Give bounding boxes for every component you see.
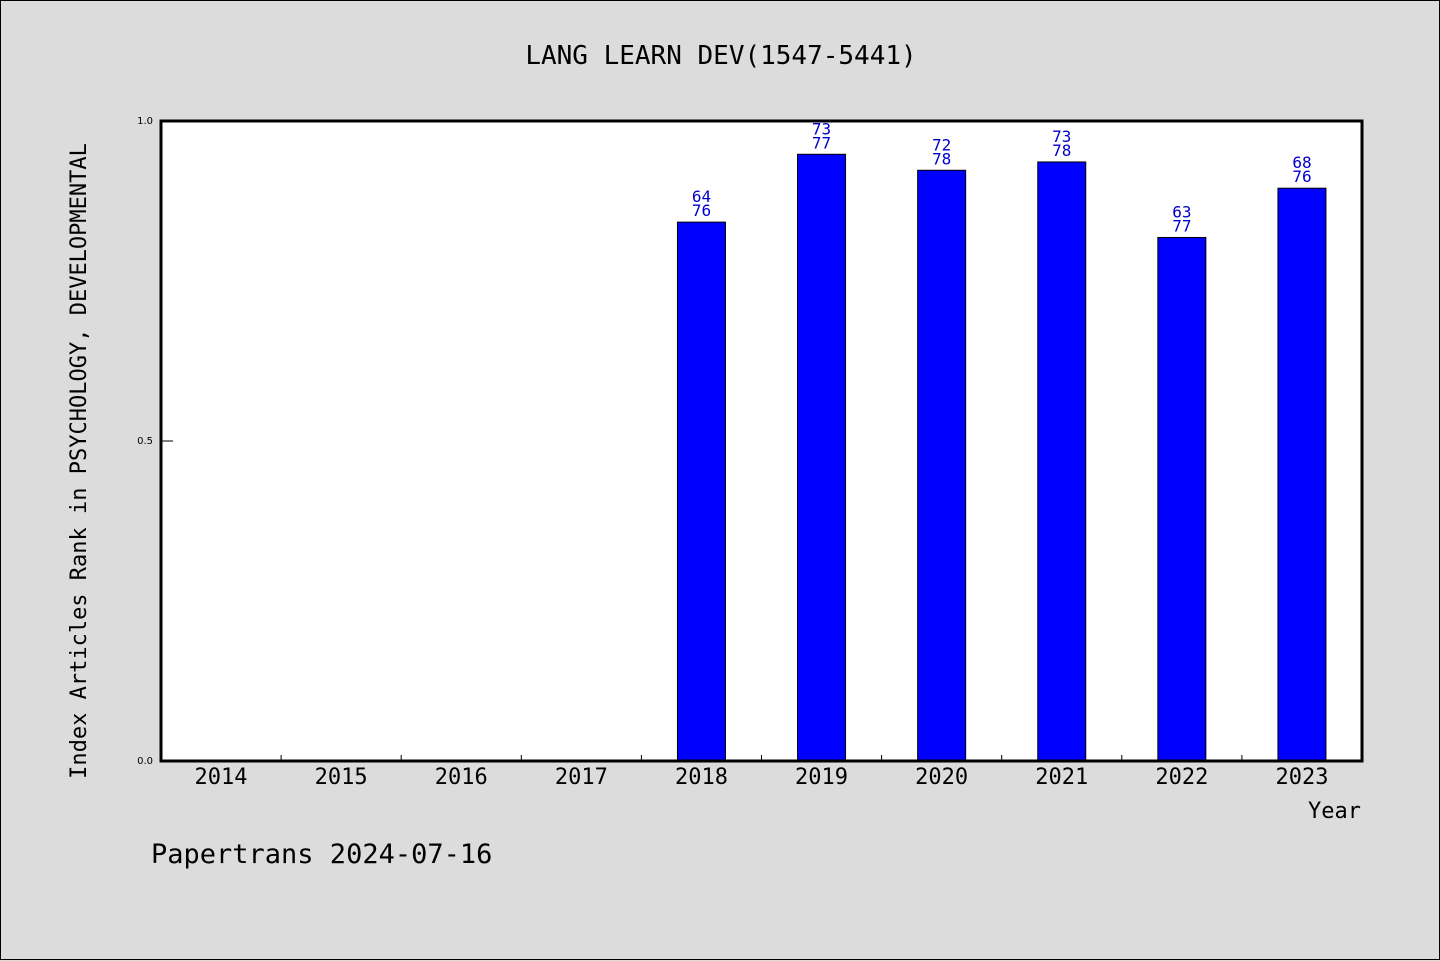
bar	[797, 153, 847, 762]
bar	[917, 169, 967, 762]
x-tick-label: 2022	[1155, 765, 1208, 790]
bar-label-top: 73	[812, 119, 831, 138]
y-tick-label: 1.0	[137, 116, 153, 127]
bar	[1277, 187, 1327, 762]
bar-label-top: 63	[1172, 202, 1191, 221]
y-ticks-group: 0.0 0.5 1.0	[137, 116, 173, 767]
bar-label-bottom: 76	[692, 201, 711, 220]
x-tick-label: 2015	[315, 765, 368, 790]
x-tick-label: 2017	[555, 765, 608, 790]
bar-label-top: 64	[692, 187, 711, 206]
chart-title: LANG LEARN DEV(1547-5441)	[525, 41, 916, 71]
bar-label-bottom: 78	[932, 149, 951, 168]
x-tick-label: 2014	[195, 765, 248, 790]
x-tick-label: 2020	[915, 765, 968, 790]
bar-label-top: 68	[1292, 153, 1311, 172]
y-tick-label: 0.5	[137, 436, 153, 447]
bar-label-bottom: 76	[1292, 167, 1311, 186]
bars-group	[676, 153, 1327, 762]
x-tick-label: 2021	[1035, 765, 1088, 790]
bar	[676, 221, 726, 762]
x-ticks-group: 2014 2015 2016 2017 2018 2019 2020 2021 2022 2023	[195, 755, 1328, 790]
x-axis-label: Year	[1308, 799, 1361, 824]
bar	[1037, 161, 1087, 762]
y-axis-label: Index Articles Rank in PSYCHOLOGY, DEVEL…	[67, 143, 92, 779]
footer-credit: Papertrans 2024-07-16	[151, 839, 492, 870]
bar-label-top: 73	[1052, 127, 1071, 146]
x-tick-label: 2019	[795, 765, 848, 790]
bar-label-bottom: 78	[1052, 141, 1071, 160]
x-tick-label: 2018	[675, 765, 728, 790]
bar-label-top: 72	[932, 135, 951, 154]
bar-label-bottom: 77	[812, 133, 831, 152]
x-tick-label: 2016	[435, 765, 488, 790]
plot-border	[159, 119, 1364, 763]
bar	[1157, 236, 1207, 762]
y-tick-label: 0.0	[137, 756, 153, 767]
x-tick-label: 2023	[1275, 765, 1328, 790]
bar-label-bottom: 77	[1172, 216, 1191, 235]
